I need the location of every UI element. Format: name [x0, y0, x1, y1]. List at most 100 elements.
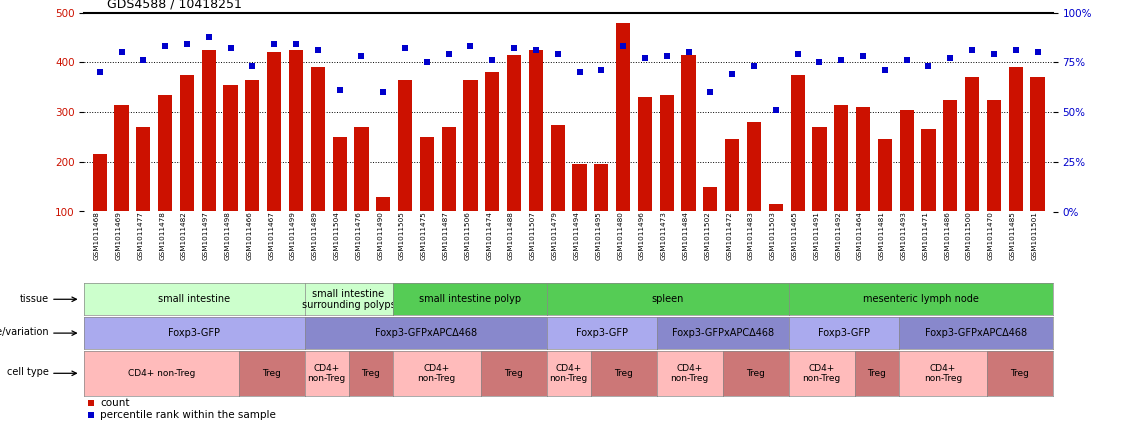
Bar: [397, 80, 412, 212]
Text: CD4+
non-Treg: CD4+ non-Treg: [671, 364, 708, 383]
Bar: [681, 55, 696, 212]
Bar: [355, 127, 368, 212]
Bar: [595, 164, 608, 212]
Bar: [529, 50, 543, 212]
Bar: [441, 127, 456, 212]
Text: small intestine: small intestine: [159, 294, 231, 304]
Bar: [834, 104, 848, 212]
Text: GSM1011498: GSM1011498: [224, 212, 231, 261]
Text: GSM1011480: GSM1011480: [617, 212, 623, 261]
Point: [439, 51, 457, 58]
Bar: [921, 129, 936, 212]
Bar: [92, 154, 107, 212]
Text: count: count: [100, 398, 129, 408]
Point: [941, 55, 959, 62]
Text: GSM1011486: GSM1011486: [945, 212, 950, 261]
Text: Foxp3-GFPxAPCΔ468: Foxp3-GFPxAPCΔ468: [671, 328, 774, 338]
Bar: [376, 197, 391, 212]
Text: Foxp3-GFP: Foxp3-GFP: [817, 328, 869, 338]
Text: GSM1011472: GSM1011472: [726, 212, 732, 261]
Text: Treg: Treg: [262, 369, 282, 378]
Text: GSM1011470: GSM1011470: [988, 212, 994, 261]
Bar: [485, 72, 500, 212]
Bar: [878, 140, 892, 212]
Point: [592, 67, 610, 74]
Bar: [115, 104, 128, 212]
Text: GSM1011492: GSM1011492: [835, 212, 841, 261]
Bar: [245, 80, 259, 212]
Point: [113, 49, 131, 56]
Bar: [551, 124, 565, 212]
Bar: [790, 75, 805, 212]
Point: [309, 47, 327, 54]
Text: small intestine
surrounding polyps: small intestine surrounding polyps: [302, 289, 395, 310]
Bar: [180, 75, 194, 212]
Text: GSM1011479: GSM1011479: [552, 212, 557, 261]
Text: GSM1011491: GSM1011491: [813, 212, 820, 261]
Bar: [507, 55, 521, 212]
Point: [91, 69, 109, 76]
Point: [243, 63, 261, 70]
Text: GSM1011487: GSM1011487: [443, 212, 448, 261]
Text: GSM1011506: GSM1011506: [465, 212, 471, 261]
Point: [985, 51, 1003, 58]
Text: GSM1011493: GSM1011493: [901, 212, 906, 261]
Text: GSM1011502: GSM1011502: [705, 212, 711, 261]
Text: Treg: Treg: [361, 369, 379, 378]
Bar: [332, 137, 347, 212]
Text: GSM1011464: GSM1011464: [857, 212, 863, 261]
Bar: [572, 164, 587, 212]
Point: [876, 67, 894, 74]
Bar: [464, 80, 477, 212]
Point: [897, 57, 915, 64]
Point: [788, 51, 806, 58]
Text: cell type: cell type: [8, 368, 50, 377]
Text: GSM1011481: GSM1011481: [879, 212, 885, 261]
Text: GSM1011497: GSM1011497: [203, 212, 208, 261]
Point: [658, 53, 676, 60]
Bar: [136, 127, 151, 212]
Text: GSM1011476: GSM1011476: [356, 212, 361, 261]
Text: GSM1011471: GSM1011471: [922, 212, 929, 261]
Text: GSM1011489: GSM1011489: [312, 212, 318, 261]
Point: [331, 87, 349, 93]
Bar: [944, 100, 957, 212]
Bar: [1009, 67, 1022, 212]
Text: small intestine polyp: small intestine polyp: [419, 294, 520, 304]
Point: [352, 53, 370, 60]
Point: [287, 41, 305, 48]
Text: GSM1011507: GSM1011507: [530, 212, 536, 261]
Point: [920, 63, 938, 70]
Text: CD4+
non-Treg: CD4+ non-Treg: [549, 364, 588, 383]
Bar: [267, 52, 282, 212]
Bar: [420, 137, 434, 212]
Point: [134, 57, 152, 64]
Point: [723, 71, 741, 78]
Bar: [704, 187, 717, 212]
Text: Foxp3-GFP: Foxp3-GFP: [575, 328, 627, 338]
Text: GSM1011482: GSM1011482: [181, 212, 187, 261]
Text: GSM1011469: GSM1011469: [116, 212, 122, 261]
Bar: [289, 50, 303, 212]
Point: [199, 33, 217, 40]
Point: [1007, 47, 1025, 54]
Text: genotype/variation: genotype/variation: [0, 327, 50, 338]
Bar: [158, 95, 172, 212]
Point: [506, 45, 524, 52]
Bar: [769, 204, 783, 212]
Text: tissue: tissue: [20, 294, 50, 304]
Bar: [986, 100, 1001, 212]
Point: [701, 89, 720, 96]
Text: GSM1011468: GSM1011468: [93, 212, 100, 261]
Text: GSM1011500: GSM1011500: [966, 212, 972, 261]
Text: CD4+ non-Treg: CD4+ non-Treg: [127, 369, 195, 378]
Bar: [900, 110, 914, 212]
Point: [832, 57, 850, 64]
Text: GSM1011488: GSM1011488: [508, 212, 515, 261]
Point: [571, 69, 589, 76]
Text: GSM1011504: GSM1011504: [333, 212, 340, 261]
Point: [614, 43, 632, 50]
Point: [636, 55, 654, 62]
Bar: [660, 95, 673, 212]
Text: Treg: Treg: [504, 369, 524, 378]
